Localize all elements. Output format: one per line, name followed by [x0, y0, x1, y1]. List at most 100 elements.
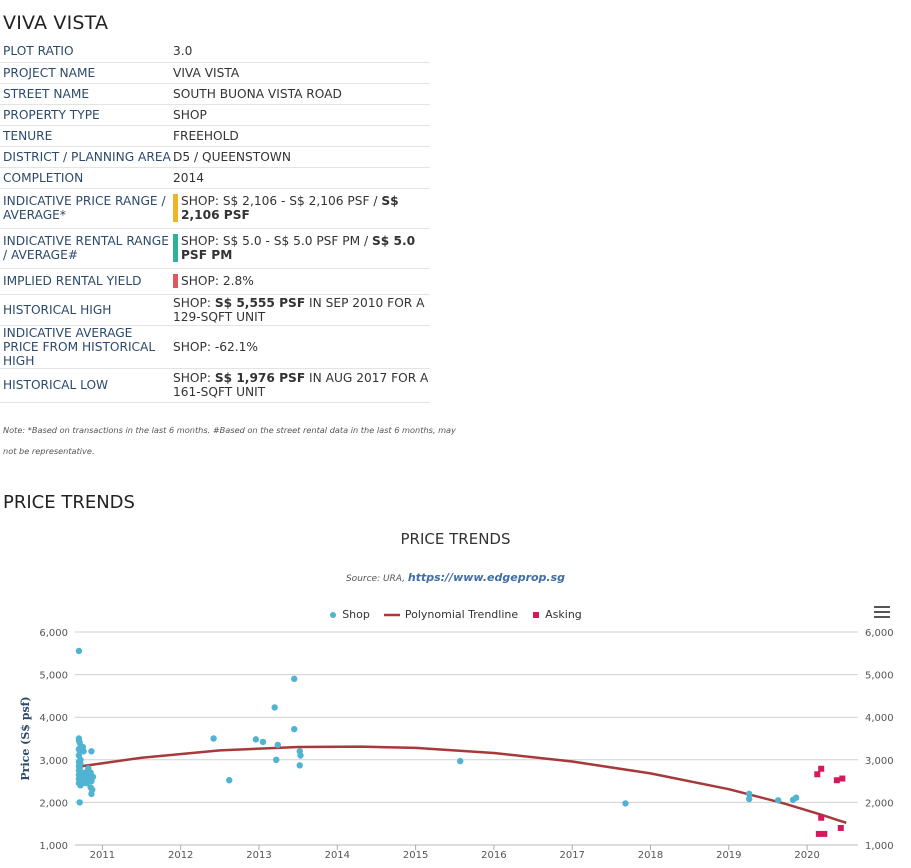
shop-point [297, 752, 304, 759]
info-value: SHOP: 2.8% [171, 268, 430, 295]
info-row: COMPLETION 2014 [0, 167, 430, 189]
shop-point [273, 756, 280, 763]
legend-item-shop[interactable]: Shop [329, 608, 370, 621]
asking-point [833, 777, 840, 784]
info-row: TENURE FREEHOLD [0, 125, 430, 147]
info-key: TENURE [0, 125, 171, 147]
x-tick-label: 2011 [90, 850, 115, 861]
info-value: FREEHOLD [171, 125, 430, 147]
info-row: HISTORICAL HIGH SHOP: S$ 5,555 PSF IN SEP… [0, 294, 430, 326]
asking-point [839, 775, 846, 782]
shop-point [88, 777, 95, 785]
x-tick-label: 2012 [168, 850, 193, 861]
shop-point [291, 675, 298, 683]
shop-point [88, 748, 95, 755]
y-tick-label-right: 1,000 [865, 841, 894, 852]
shop-point [88, 790, 95, 798]
shop-point [457, 757, 464, 765]
chart-legend: Shop Polynomial Trendline Asking [0, 608, 911, 621]
shop-point [76, 799, 83, 806]
shop-point [75, 647, 83, 655]
info-value: SHOP: S$ 2,106 - S$ 2,106 PSF / S$ 2,106… [171, 188, 430, 229]
y-tick-label-right: 3,000 [865, 756, 894, 767]
y-tick-label: 1,000 [39, 841, 68, 852]
y-axis-label: Price (S$ psf) [19, 696, 32, 780]
info-row: INDICATIVE RENTAL RANGE / AVERAGE# SHOP: … [0, 228, 430, 269]
y-tick-label: 2,000 [39, 798, 68, 809]
y-tick-label-right: 6,000 [865, 628, 894, 639]
info-key: INDICATIVE AVERAGE PRICE FROM HISTORICAL… [0, 325, 171, 369]
asking-point [815, 830, 822, 837]
shop-point [80, 748, 87, 755]
x-tick-label: 2017 [559, 850, 584, 861]
info-key: PROPERTY TYPE [0, 104, 171, 126]
info-row: PROJECT NAME VIVA VISTA [0, 62, 430, 84]
info-value: SHOP: -62.1% [171, 325, 430, 369]
info-value: SOUTH BUONA VISTA ROAD [171, 83, 430, 105]
info-key: COMPLETION [0, 167, 171, 189]
legend-item-trendline[interactable]: Polynomial Trendline [383, 608, 519, 621]
info-key: INDICATIVE RENTAL RANGE / AVERAGE# [0, 228, 171, 269]
info-key: STREET NAME [0, 83, 171, 105]
shop-point [296, 762, 303, 769]
x-tick-label: 2015 [403, 850, 428, 861]
property-info-table: PLOT RATIO 3.0 PROJECT NAME VIVA VISTA STREE… [0, 41, 430, 403]
x-tick-label: 2019 [716, 850, 741, 861]
asking-point [821, 830, 828, 837]
shop-point [792, 794, 800, 801]
info-key: HISTORICAL LOW [0, 368, 171, 403]
x-tick-label: 2018 [638, 850, 663, 861]
source-prefix: Source: URA, [345, 574, 408, 584]
color-indicator [173, 274, 178, 288]
asking-point [818, 814, 825, 821]
info-value: D5 / QUEENSTOWN [171, 146, 430, 168]
info-key: PLOT RATIO [0, 41, 171, 63]
info-value: 3.0 [171, 41, 430, 63]
info-row: DISTRICT / PLANNING AREA D5 / QUEENSTOWN [0, 146, 430, 168]
x-tick-label: 2014 [325, 850, 350, 861]
info-row: STREET NAME SOUTH BUONA VISTA ROAD [0, 83, 430, 105]
info-row: PLOT RATIO 3.0 [0, 41, 430, 63]
info-value: 2014 [171, 167, 430, 189]
legend-label-trendline: Polynomial Trendline [404, 608, 519, 621]
y-tick-label: 5,000 [39, 671, 68, 682]
y-tick-label: 4,000 [39, 713, 68, 724]
x-tick-label: 2013 [246, 850, 271, 861]
asking-point [814, 771, 821, 778]
info-row: HISTORICAL LOW SHOP: S$ 1,976 PSF IN AUG … [0, 368, 430, 403]
asking-point [818, 765, 825, 772]
source-link[interactable]: https://www.edgeprop.sg [407, 571, 566, 584]
shop-point [745, 795, 753, 803]
y-tick-label-right: 2,000 [865, 798, 894, 809]
info-key: DISTRICT / PLANNING AREA [0, 146, 171, 168]
x-tick-label: 2016 [481, 850, 506, 861]
shop-point [622, 800, 629, 807]
page-title: VIVA VISTA [3, 12, 109, 34]
shop-point [271, 704, 278, 711]
info-row: IMPLIED RENTAL YIELD SHOP: 2.8% [0, 268, 430, 295]
shop-point [252, 736, 260, 743]
legend-item-asking[interactable]: Asking [532, 608, 582, 621]
price-trends-chart: 1,000 1,000 2,000 2,000 3,000 3,000 4,000 4,000… [19, 628, 894, 861]
chart-menu-icon[interactable] [874, 606, 890, 620]
info-value: SHOP [171, 104, 430, 126]
info-key: HISTORICAL HIGH [0, 294, 171, 326]
y-tick-label: 3,000 [39, 756, 68, 767]
shop-point [226, 777, 233, 784]
legend-label-shop: Shop [342, 608, 370, 621]
shop-point [210, 735, 217, 742]
info-key: PROJECT NAME [0, 62, 171, 84]
chart-title: PRICE TRENDS [400, 530, 511, 548]
info-key: INDICATIVE PRICE RANGE / AVERAGE* [0, 188, 171, 229]
shop-point [259, 738, 267, 746]
color-indicator [173, 234, 178, 262]
chart-source: Source: URA, https://www.edgeprop.sg [0, 571, 911, 584]
y-tick-label: 6,000 [39, 628, 68, 639]
info-value: SHOP: S$ 5,555 PSF IN SEP 2010 FOR A 129… [171, 294, 430, 326]
y-tick-label-right: 4,000 [865, 713, 894, 724]
shop-point [274, 741, 281, 749]
asking-point [837, 824, 844, 831]
x-tick-label: 2020 [794, 850, 819, 861]
y-tick-label-right: 5,000 [865, 671, 894, 682]
color-indicator [173, 194, 178, 222]
